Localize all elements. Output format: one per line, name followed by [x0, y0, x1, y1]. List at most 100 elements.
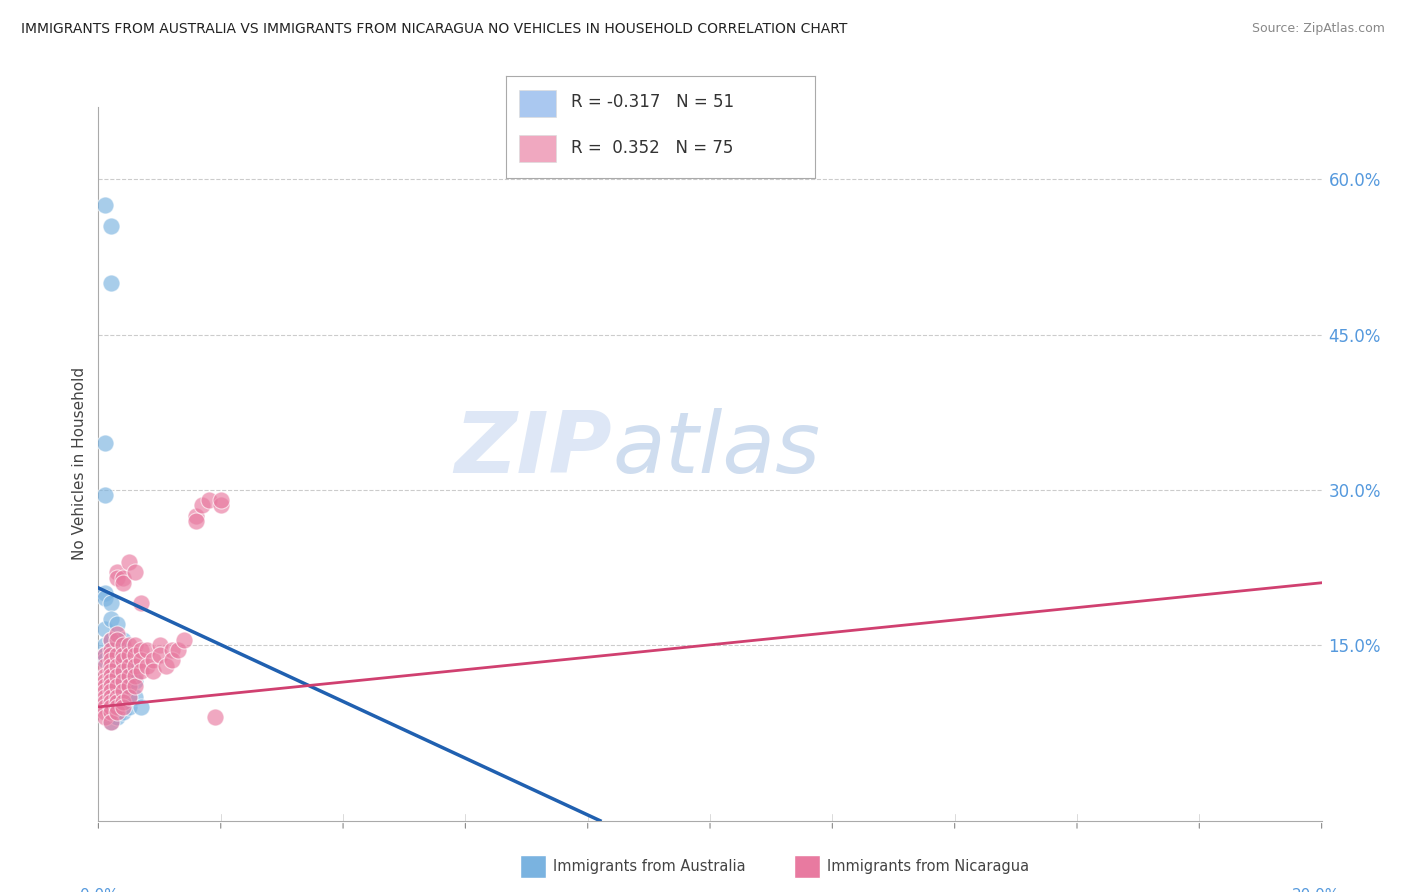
Point: [105, 648, 128, 662]
Point: [111, 664, 134, 678]
Point: [111, 648, 134, 662]
Point: [93, 436, 115, 450]
Point: [93, 679, 115, 693]
Point: [100, 664, 122, 678]
Point: [111, 684, 134, 698]
Point: [124, 658, 146, 673]
Point: [100, 705, 122, 719]
Point: [100, 653, 122, 667]
Point: [105, 705, 128, 719]
Point: [100, 643, 122, 657]
Point: [105, 571, 128, 585]
Point: [93, 705, 115, 719]
Point: [100, 715, 122, 730]
Point: [129, 699, 152, 714]
FancyBboxPatch shape: [519, 136, 555, 162]
Point: [118, 690, 141, 704]
Point: [111, 643, 134, 657]
Point: [100, 715, 122, 730]
Point: [105, 648, 128, 662]
Point: [100, 632, 122, 647]
Point: [124, 566, 146, 580]
Point: [105, 699, 128, 714]
Point: [100, 653, 122, 667]
Point: [93, 488, 115, 502]
Point: [93, 591, 115, 606]
Point: [118, 658, 141, 673]
Point: [100, 705, 122, 719]
Point: [105, 690, 128, 704]
Point: [93, 648, 115, 662]
Point: [111, 575, 134, 590]
Point: [111, 653, 134, 667]
Point: [105, 617, 128, 632]
Point: [100, 684, 122, 698]
Point: [100, 658, 122, 673]
Point: [100, 673, 122, 688]
Point: [160, 643, 183, 657]
Point: [124, 673, 146, 688]
Point: [129, 597, 152, 611]
Point: [118, 648, 141, 662]
Point: [100, 612, 122, 626]
Point: [142, 664, 165, 678]
Point: [93, 699, 115, 714]
Point: [105, 695, 128, 709]
Point: [100, 643, 122, 657]
Text: Immigrants from Nicaragua: Immigrants from Nicaragua: [827, 859, 1029, 873]
Point: [105, 627, 128, 641]
Point: [100, 597, 122, 611]
Point: [100, 679, 122, 693]
Point: [136, 643, 159, 657]
Point: [111, 638, 134, 652]
Point: [105, 638, 128, 652]
Point: [100, 664, 122, 678]
Point: [100, 632, 122, 647]
Point: [118, 638, 141, 652]
Point: [149, 638, 172, 652]
Point: [93, 648, 115, 662]
Point: [100, 684, 122, 698]
Point: [186, 508, 208, 523]
Point: [197, 493, 219, 508]
Point: [105, 658, 128, 673]
Point: [105, 699, 128, 714]
Point: [105, 669, 128, 683]
Point: [105, 679, 128, 693]
Point: [93, 669, 115, 683]
Point: [186, 514, 208, 528]
Point: [167, 643, 190, 657]
Point: [124, 679, 146, 693]
Point: [118, 690, 141, 704]
Point: [124, 669, 146, 683]
Point: [100, 679, 122, 693]
Point: [93, 695, 115, 709]
Point: [105, 710, 128, 724]
Point: [142, 653, 165, 667]
Point: [100, 658, 122, 673]
Point: [100, 699, 122, 714]
Point: [111, 699, 134, 714]
Point: [118, 555, 141, 569]
Point: [149, 648, 172, 662]
Text: ZIP: ZIP: [454, 408, 612, 491]
Point: [93, 690, 115, 704]
Point: [111, 673, 134, 688]
Point: [129, 653, 152, 667]
Point: [93, 653, 115, 667]
Point: [100, 648, 122, 662]
Point: [105, 690, 128, 704]
Text: IMMIGRANTS FROM AUSTRALIA VS IMMIGRANTS FROM NICARAGUA NO VEHICLES IN HOUSEHOLD : IMMIGRANTS FROM AUSTRALIA VS IMMIGRANTS …: [21, 22, 848, 37]
Point: [209, 493, 232, 508]
Point: [111, 632, 134, 647]
Text: Source: ZipAtlas.com: Source: ZipAtlas.com: [1251, 22, 1385, 36]
Point: [100, 699, 122, 714]
Point: [118, 669, 141, 683]
Point: [105, 658, 128, 673]
Point: [118, 679, 141, 693]
Point: [100, 690, 122, 704]
Point: [93, 710, 115, 724]
Point: [111, 673, 134, 688]
Point: [105, 632, 128, 647]
FancyBboxPatch shape: [519, 90, 555, 117]
